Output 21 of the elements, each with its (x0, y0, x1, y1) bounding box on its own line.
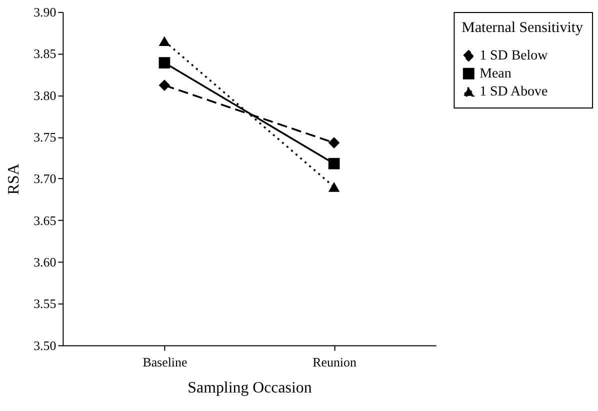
y-tick-label: 3.80 (34, 88, 56, 103)
legend-label: Mean (480, 66, 512, 82)
legend-title: Maternal Sensitivity (462, 20, 584, 36)
y-tick-label: 3.85 (34, 46, 56, 62)
legend-label: 1 SD Below (480, 48, 548, 64)
y-axis-title: RSA (6, 163, 23, 195)
y-tick-label: 3.50 (34, 338, 56, 353)
point (328, 137, 340, 148)
x-tick-label: Baseline (142, 354, 188, 370)
y-tick-label: 3.75 (34, 129, 56, 144)
point (158, 80, 170, 91)
y-tick-label: 3.55 (34, 296, 56, 312)
legend-label: 1 SD Above (480, 84, 548, 100)
y-tick-label: 3.90 (34, 4, 56, 20)
point (158, 57, 170, 68)
x-axis-title: Sampling Occasion (188, 380, 312, 397)
point (328, 158, 340, 170)
y-tick-label: 3.65 (34, 212, 56, 228)
y-tick-label: 3.60 (34, 254, 56, 270)
x-tick-label: Reunion (312, 354, 357, 370)
y-tick-label: 3.70 (34, 171, 56, 186)
